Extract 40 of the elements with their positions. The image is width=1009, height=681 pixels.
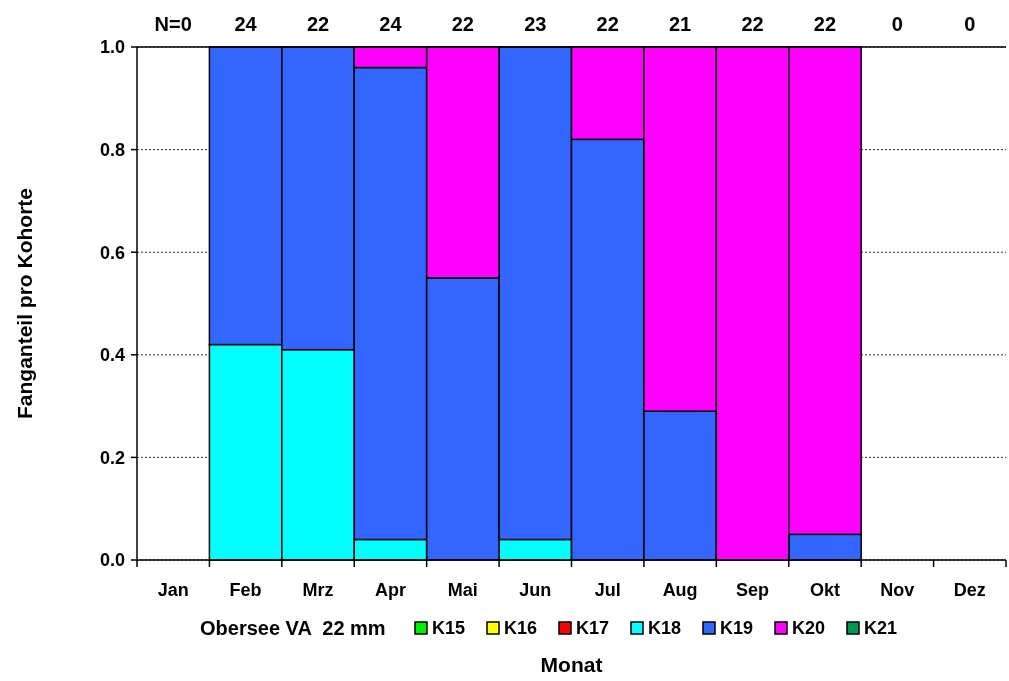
- x-tick-label: Jun: [519, 580, 552, 600]
- y-axis-title: Fanganteil pro Kohorte: [13, 188, 36, 419]
- x-tick-label: Nov: [880, 580, 915, 600]
- x-tick-label: Mai: [447, 580, 478, 600]
- text: 22: [741, 13, 764, 35]
- x-tick-label: Feb: [229, 580, 262, 600]
- text: 0: [891, 13, 903, 35]
- text: 22: [451, 13, 474, 35]
- text: 21: [669, 13, 692, 35]
- legend-label: K21: [864, 618, 898, 638]
- text: 24: [234, 13, 258, 35]
- x-tick-label: Okt: [809, 580, 840, 600]
- legend-label: K20: [792, 618, 826, 638]
- y-tick-label: 0.0: [99, 550, 125, 571]
- y-tick-label: 0.2: [99, 447, 125, 468]
- x-axis-title: Monat: [540, 653, 603, 676]
- legend-label: K19: [720, 618, 754, 638]
- y-tick-label: 0.8: [99, 139, 125, 160]
- x-tick-label: Aug: [662, 580, 698, 600]
- y-tick-label: 0.4: [99, 345, 125, 366]
- text: 22: [813, 13, 837, 35]
- legend-label: K17: [576, 618, 610, 638]
- legend-label: K15: [432, 618, 466, 638]
- legend-label: K16: [504, 618, 538, 638]
- y-tick-label: 1.0: [99, 37, 125, 58]
- y-tick-label: 0.6: [99, 242, 125, 263]
- text: 23: [524, 13, 547, 35]
- x-tick-label: Jan: [157, 580, 189, 600]
- x-tick-label: Jul: [594, 580, 621, 600]
- x-tick-label: Apr: [374, 580, 406, 600]
- legend-title: Obersee VA 22 mm: [200, 617, 386, 639]
- text: 22: [306, 13, 330, 35]
- text: 24: [379, 13, 403, 35]
- x-tick-label: Sep: [736, 580, 770, 600]
- x-tick-label: Mrz: [302, 580, 334, 600]
- legend-label: K18: [648, 618, 682, 638]
- text: N=0: [154, 13, 192, 35]
- text: 0: [964, 13, 976, 35]
- text: 22: [596, 13, 619, 35]
- x-tick-label: Dez: [953, 580, 986, 600]
